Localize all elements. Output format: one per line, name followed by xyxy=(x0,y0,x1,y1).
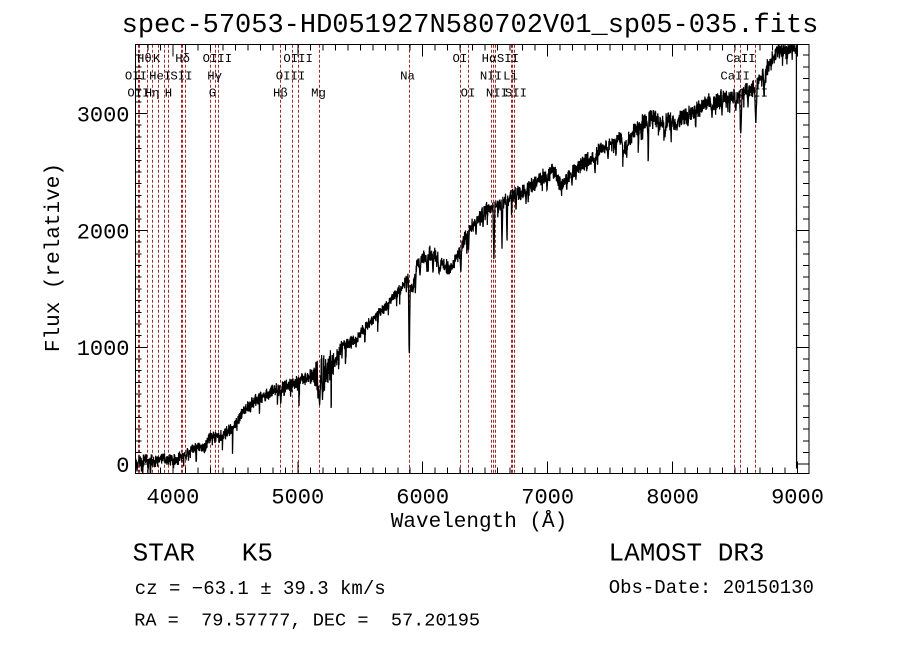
svg-text:spec-57053-HD051927N580702V01_: spec-57053-HD051927N580702V01_sp05-035.f… xyxy=(122,11,819,41)
svg-text:Mg: Mg xyxy=(311,87,326,101)
svg-text:Wavelength (Å): Wavelength (Å) xyxy=(391,511,567,534)
svg-text:cz = −63.1 ± 39.3 km/s: cz = −63.1 ± 39.3 km/s xyxy=(135,578,386,600)
svg-text:NII: NII xyxy=(486,87,508,101)
svg-text:CaII: CaII xyxy=(720,70,750,84)
svg-text:OII: OII xyxy=(125,70,147,84)
svg-text:SII: SII xyxy=(497,52,519,66)
svg-text:OI: OI xyxy=(453,52,468,66)
svg-text:3000: 3000 xyxy=(77,104,130,129)
svg-text:Hδ: Hδ xyxy=(175,52,190,66)
svg-text:7000: 7000 xyxy=(521,486,574,511)
svg-text:HeI: HeI xyxy=(149,70,171,84)
svg-text:0: 0 xyxy=(116,454,129,479)
svg-text:9000: 9000 xyxy=(771,486,824,511)
svg-text:NII: NII xyxy=(480,70,502,84)
svg-text:OIII: OIII xyxy=(203,52,233,66)
svg-text:G: G xyxy=(209,87,216,101)
svg-text:H: H xyxy=(165,87,172,101)
svg-text:OIII: OIII xyxy=(276,70,306,84)
svg-text:1000: 1000 xyxy=(77,337,130,362)
svg-text:4000: 4000 xyxy=(146,486,199,511)
svg-text:OI: OI xyxy=(461,87,476,101)
svg-text:Flux (relative): Flux (relative) xyxy=(43,163,66,352)
svg-text:Li: Li xyxy=(503,70,518,84)
svg-text:Hγ: Hγ xyxy=(207,70,222,84)
svg-text:CaII: CaII xyxy=(739,87,769,101)
svg-text:OIII: OIII xyxy=(283,52,313,66)
svg-text:OII: OII xyxy=(127,87,149,101)
svg-text:8000: 8000 xyxy=(646,486,699,511)
svg-text:Hθ: Hθ xyxy=(137,52,152,66)
svg-text:2000: 2000 xyxy=(77,220,130,245)
svg-text:SII: SII xyxy=(505,87,527,101)
svg-text:Hη: Hη xyxy=(145,87,160,101)
svg-text:SII: SII xyxy=(170,70,192,84)
svg-text:Hβ: Hβ xyxy=(273,87,288,101)
svg-text:RA = 79.57777, DEC = 57.2019: RA = 79.57777, DEC = 57.20195 xyxy=(134,611,480,632)
svg-text:5000: 5000 xyxy=(271,486,324,511)
svg-text:Hα: Hα xyxy=(482,52,497,66)
svg-text:CaII: CaII xyxy=(726,52,756,66)
svg-text:6000: 6000 xyxy=(396,486,449,511)
svg-text:LAMOST DR3: LAMOST DR3 xyxy=(609,539,765,569)
svg-text:K: K xyxy=(153,52,161,66)
svg-text:Na: Na xyxy=(400,70,415,84)
svg-text:Obs-Date: 20150130: Obs-Date: 20150130 xyxy=(609,577,814,599)
svg-text:STAR K5: STAR K5 xyxy=(133,539,273,569)
